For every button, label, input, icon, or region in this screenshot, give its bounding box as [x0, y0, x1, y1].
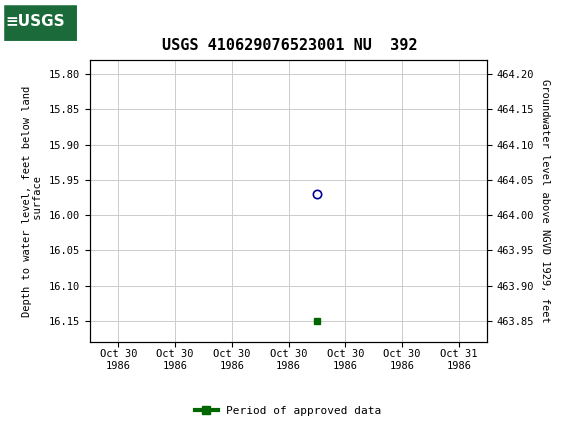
- Y-axis label: Groundwater level above NGVD 1929, feet: Groundwater level above NGVD 1929, feet: [540, 79, 550, 323]
- Text: USGS 410629076523001 NU  392: USGS 410629076523001 NU 392: [162, 38, 418, 53]
- Y-axis label: Depth to water level, feet below land
 surface: Depth to water level, feet below land su…: [22, 86, 44, 316]
- Bar: [3, 3, 78, 42]
- Legend: Period of approved data: Period of approved data: [191, 402, 386, 421]
- FancyBboxPatch shape: [3, 3, 78, 42]
- Text: ≡USGS: ≡USGS: [6, 14, 66, 29]
